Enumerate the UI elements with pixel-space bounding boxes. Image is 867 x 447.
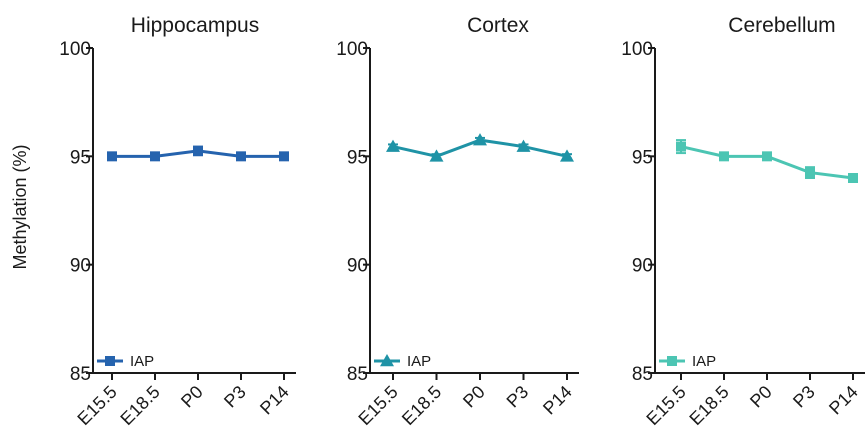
data-point [429, 149, 444, 162]
panel-title: Cerebellum [728, 14, 835, 37]
data-point [279, 151, 289, 162]
panel-title: Hippocampus [131, 14, 259, 37]
x-tick-label: E18.5 [398, 382, 445, 429]
data-point [193, 145, 203, 156]
panel-title: Cortex [467, 14, 529, 37]
x-tick-label: P14 [256, 382, 293, 419]
y-tick-label: 100 [59, 39, 91, 60]
data-point [560, 149, 574, 162]
x-tick-label: P14 [825, 382, 862, 419]
y-tick-label: 90 [70, 256, 91, 277]
data-point [676, 141, 686, 152]
y-tick-label: 100 [621, 39, 653, 60]
x-tick-label: P0 [746, 382, 776, 412]
legend-label: IAP [130, 353, 154, 370]
y-tick-label: 85 [632, 364, 653, 385]
legend-label: IAP [407, 353, 431, 370]
y-tick-label: 90 [632, 256, 653, 277]
x-tick-label: P0 [459, 382, 489, 412]
y-axis-label-group: Methylation (%) [10, 144, 30, 269]
x-tick-label: P3 [503, 382, 533, 412]
x-tick-label: E15.5 [642, 382, 689, 429]
data-point [150, 151, 160, 162]
x-tick-label: P3 [789, 382, 819, 412]
data-point [107, 151, 117, 162]
x-tick-label: E15.5 [354, 382, 401, 429]
legend-label: IAP [692, 353, 716, 370]
x-tick-label: E18.5 [116, 382, 163, 429]
data-point [848, 173, 858, 183]
y-tick-label: 95 [347, 147, 368, 168]
y-tick-label: 90 [347, 256, 368, 277]
x-tick-label: P3 [220, 382, 250, 412]
data-point [516, 139, 531, 152]
x-tick-label: E15.5 [73, 382, 120, 429]
y-tick-label: 95 [632, 147, 653, 168]
x-tick-label: P14 [539, 382, 576, 419]
data-point [719, 151, 729, 162]
legend-marker [667, 356, 677, 366]
series-line [680, 145, 854, 180]
x-tick-label: E18.5 [685, 382, 732, 429]
data-point [473, 133, 487, 146]
y-tick-label: 85 [70, 364, 91, 385]
legend-marker [105, 356, 115, 366]
x-tick-label: P0 [177, 382, 207, 412]
data-point [762, 151, 772, 162]
y-tick-label: 100 [336, 39, 368, 60]
y-axis-label: Methylation (%) [10, 144, 30, 269]
data-point [386, 139, 400, 152]
y-tick-label: 85 [347, 364, 368, 385]
legend-marker [380, 354, 394, 367]
y-tick-label: 95 [70, 147, 91, 168]
data-point [805, 167, 815, 178]
data-point [236, 151, 246, 162]
